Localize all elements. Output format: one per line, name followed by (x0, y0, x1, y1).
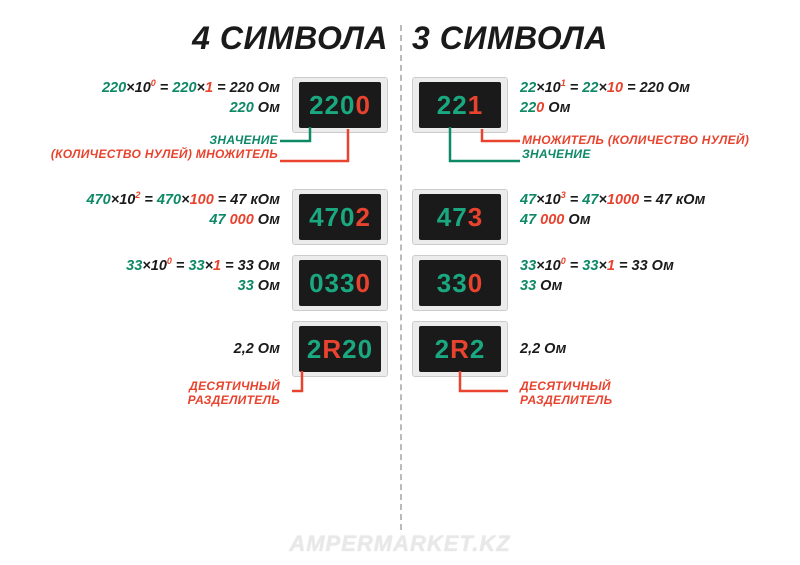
row-r4: 2R2 2,2 Ом ДЕСЯТИЧНЫЙ РАЗДЕЛИТЕЛЬ (412, 321, 770, 377)
ann-dec1-r: ДЕСЯТИЧНЫЙ (520, 379, 612, 393)
chip-r3: 330 (412, 255, 508, 311)
chip-r4: 2R2 (412, 321, 508, 377)
ann-value-r: ЗНАЧЕНИЕ (522, 147, 749, 161)
row-l3: 33×100 = 33×1 = 33 Ом 33 Ом 0330 (30, 255, 388, 311)
ann-mult-r: МНОЖИТЕЛЬ (КОЛИЧЕСТВО НУЛЕЙ) (522, 133, 749, 147)
row-l4: 2,2 Ом 2R20 ДЕСЯТИЧНЫЙ РАЗДЕЛИТЕЛЬ (30, 321, 388, 377)
watermark: AMPERMARKET.KZ (289, 531, 510, 557)
ann-dec1-l: ДЕСЯТИЧНЫЙ (188, 379, 280, 393)
chip-l3: 0330 (292, 255, 388, 311)
ann-value-l: ЗНАЧЕНИЕ (51, 133, 278, 147)
formula-l4: 2,2 Ом (234, 339, 280, 359)
ann-dec2-l: РАЗДЕЛИТЕЛЬ (188, 393, 280, 407)
row-l2: 470×102 = 470×100 = 47 кОм 47 000 Ом 470… (30, 189, 388, 245)
infographic-container: 4 СИМВОЛА 220×100 = 220×1 = 220 Ом 220 О… (0, 0, 800, 565)
row-r1: 221 22×101 = 22×10 = 220 Ом 220 Ом МНОЖИ… (412, 77, 770, 133)
formula-r2: 47×103 = 47×1000 = 47 кОм 47 000 Ом (520, 189, 705, 230)
chip-l4: 2R20 (292, 321, 388, 377)
formula-r4: 2,2 Ом (520, 339, 566, 359)
formula-l3: 33×100 = 33×1 = 33 Ом 33 Ом (126, 255, 280, 296)
chip-l1: 2200 (292, 77, 388, 133)
formula-l2: 470×102 = 470×100 = 47 кОм 47 000 Ом (87, 189, 280, 230)
col-3-symbols: 3 СИМВОЛА 221 22×101 = 22×10 = 220 Ом 22… (400, 20, 770, 555)
row-r3: 330 33×100 = 33×1 = 33 Ом 33 Ом (412, 255, 770, 311)
title-left: 4 СИМВОЛА (192, 20, 388, 57)
title-right: 3 СИМВОЛА (412, 20, 608, 57)
formula-l1: 220×100 = 220×1 = 220 Ом 220 Ом (102, 77, 280, 118)
formula-r3: 33×100 = 33×1 = 33 Ом 33 Ом (520, 255, 674, 296)
row-r2: 473 47×103 = 47×1000 = 47 кОм 47 000 Ом (412, 189, 770, 245)
chip-r1: 221 (412, 77, 508, 133)
ann-dec2-r: РАЗДЕЛИТЕЛЬ (520, 393, 612, 407)
ann-mult-l: (КОЛИЧЕСТВО НУЛЕЙ) МНОЖИТЕЛЬ (51, 147, 278, 161)
formula-r1: 22×101 = 22×10 = 220 Ом 220 Ом (520, 77, 690, 118)
col-4-symbols: 4 СИМВОЛА 220×100 = 220×1 = 220 Ом 220 О… (30, 20, 400, 555)
chip-r2: 473 (412, 189, 508, 245)
chip-l2: 4702 (292, 189, 388, 245)
row-l1: 220×100 = 220×1 = 220 Ом 220 Ом 2200 ЗНА… (30, 77, 388, 133)
column-divider (400, 25, 402, 530)
